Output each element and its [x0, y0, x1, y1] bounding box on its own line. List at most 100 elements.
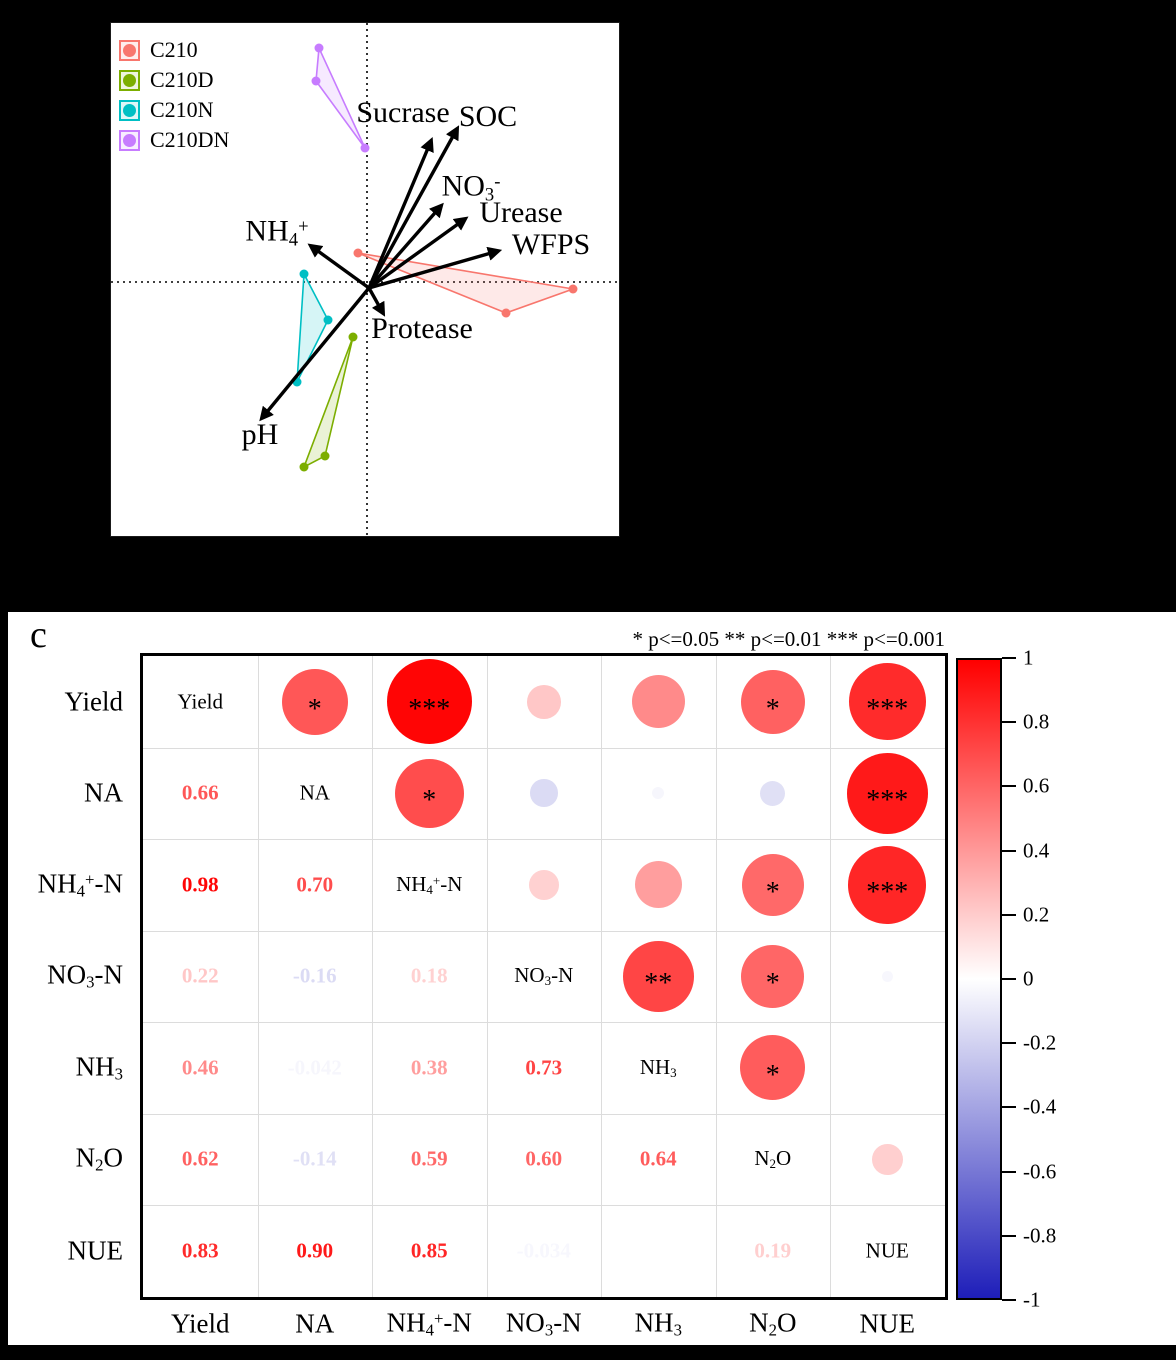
correlation-circle [760, 780, 786, 806]
diagonal-variable-label: NO3-N [514, 963, 574, 989]
significance-stars: ** [644, 968, 673, 1000]
matrix-gridline-h [143, 1022, 945, 1023]
colorbar-tick [1002, 1234, 1016, 1237]
matrix-gridline-h [143, 1205, 945, 1206]
correlation-matrix: Yield NA NH4+-N NO3-N NH3 N2O NUE * 0.66 *** 0.98 0… [140, 653, 948, 1300]
sample-point-c210dn [360, 143, 370, 153]
correlation-value: 0.85 [410, 1238, 448, 1263]
diagonal-variable-label: NH3 [639, 1054, 677, 1080]
correlation-circle: *** [848, 663, 926, 741]
diagonal-variable-label: NH4+-N [396, 871, 463, 897]
legend-item-c210: C210 [119, 35, 229, 65]
matrix-gridline-v [486, 656, 488, 1297]
legend-dot-icon [123, 73, 136, 87]
matrix-column-label: NO3-N [505, 1307, 582, 1340]
biplot-arrow [367, 202, 444, 290]
legend-dot-icon [123, 133, 136, 147]
colorbar-tick [1002, 913, 1016, 916]
correlation-circle [881, 970, 893, 982]
colorbar-tick-label: -1 [1023, 1287, 1041, 1312]
legend-swatch-icon [119, 129, 140, 151]
colorbar-tick-label: -0.2 [1023, 1030, 1057, 1055]
colorbar-tick-label: -0.8 [1023, 1223, 1057, 1248]
colorbar [956, 658, 1002, 1300]
group-polygon-c210n [296, 271, 329, 383]
correlation-circle [529, 779, 558, 808]
significance-stars: *** [866, 785, 909, 817]
diagonal-variable-label: NA [299, 780, 330, 805]
colorbar-tick [1002, 1299, 1016, 1301]
matrix-gridline-v [372, 656, 373, 1297]
matrix-column-label: N2O [749, 1307, 797, 1340]
matrix-column-label: Yield [171, 1308, 230, 1339]
correlation-value: 0.70 [296, 872, 334, 897]
correlation-value: 0.19 [754, 1238, 792, 1263]
matrix-column-label: NA [295, 1308, 335, 1339]
correlation-value: 0.90 [296, 1238, 334, 1263]
biplot-arrow [367, 137, 434, 289]
colorbar-tick [1002, 1042, 1016, 1045]
correlation-circle [634, 861, 682, 909]
panel-label-c: c [30, 614, 47, 656]
colorbar-tick-label: 0.8 [1023, 709, 1050, 734]
legend-item-label: C210N [150, 97, 214, 122]
legend-dot-icon [123, 103, 136, 117]
biplot-arrow [367, 287, 386, 317]
matrix-row-label: Yield [64, 686, 124, 717]
correlation-circle: * [394, 758, 464, 828]
diagonal-variable-label: N2O [754, 1146, 792, 1172]
matrix-row-label: NH4+-N [37, 868, 123, 901]
correlation-value: 0.64 [639, 1146, 677, 1171]
correlation-value: 0.62 [181, 1146, 219, 1171]
colorbar-tick [1002, 1106, 1016, 1109]
significance-stars: *** [408, 693, 451, 725]
correlation-circle: * [281, 668, 348, 735]
legend-item-c210d: C210D [119, 65, 229, 95]
correlation-circle [871, 1143, 903, 1175]
correlation-circle [526, 684, 561, 719]
biplot-arrow-label: NH4+ [245, 214, 309, 251]
correlation-circle: * [740, 669, 805, 734]
matrix-gridline-v [257, 656, 259, 1297]
correlation-value: -0.16 [292, 963, 337, 988]
correlation-panel: c * p<=0.05 ** p<=0.01 *** p<=0.001 Yiel… [8, 612, 1176, 1345]
biplot-arrow-label: WFPS [511, 228, 591, 261]
correlation-circle [652, 787, 665, 800]
matrix-gridline-h [143, 1113, 945, 1115]
colorbar-tick-label: 0.2 [1023, 902, 1050, 927]
correlation-value: 0.83 [181, 1238, 219, 1263]
matrix-gridline-v [601, 656, 602, 1297]
colorbar-tick [1002, 978, 1016, 980]
matrix-row-label: NA [84, 777, 123, 808]
correlation-value: 0.46 [181, 1055, 219, 1080]
matrix-row-label: NO3-N [47, 959, 123, 992]
correlation-circle [528, 869, 559, 900]
colorbar-tick-label: 0 [1023, 966, 1034, 991]
correlation-value: -0.034 [516, 1238, 571, 1263]
significance-note: * p<=0.05 ** p<=0.01 *** p<=0.001 [632, 627, 945, 651]
group-polygon-c210dn [315, 44, 366, 149]
sample-point-c210d [299, 462, 309, 472]
biplot-arrow-label: pH [241, 418, 279, 451]
biplot-arrow [307, 243, 370, 290]
matrix-row-label: NUE [67, 1235, 124, 1266]
correlation-value: -0.042 [287, 1055, 342, 1080]
biplot-arrow-label: SOC [458, 100, 518, 133]
sample-point-c210 [501, 308, 511, 318]
biplot-arrow [367, 125, 460, 289]
legend-swatch-icon [119, 99, 140, 121]
matrix-row-label: NH3 [75, 1051, 123, 1084]
biplot-arrow [368, 216, 469, 290]
sample-point-c210dn [314, 43, 324, 53]
colorbar-tick-label: -0.4 [1023, 1094, 1057, 1119]
legend-item-label: C210 [150, 37, 198, 62]
sample-point-c210d [320, 451, 330, 461]
correlation-circle: * [741, 944, 805, 1008]
significance-stars: * [765, 693, 780, 725]
legend-item-label: C210DN [150, 127, 230, 152]
matrix-gridline-h [143, 930, 945, 932]
legend-item-c210dn: C210DN [119, 125, 229, 155]
legend-item-c210n: C210N [119, 95, 229, 125]
correlation-value: 0.38 [410, 1055, 448, 1080]
correlation-circle: *** [386, 659, 472, 745]
